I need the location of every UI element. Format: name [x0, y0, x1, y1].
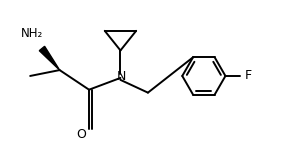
Text: O: O — [76, 128, 86, 141]
Text: F: F — [245, 69, 252, 82]
Text: N: N — [117, 70, 126, 83]
Text: NH₂: NH₂ — [21, 27, 43, 40]
Polygon shape — [39, 46, 60, 70]
